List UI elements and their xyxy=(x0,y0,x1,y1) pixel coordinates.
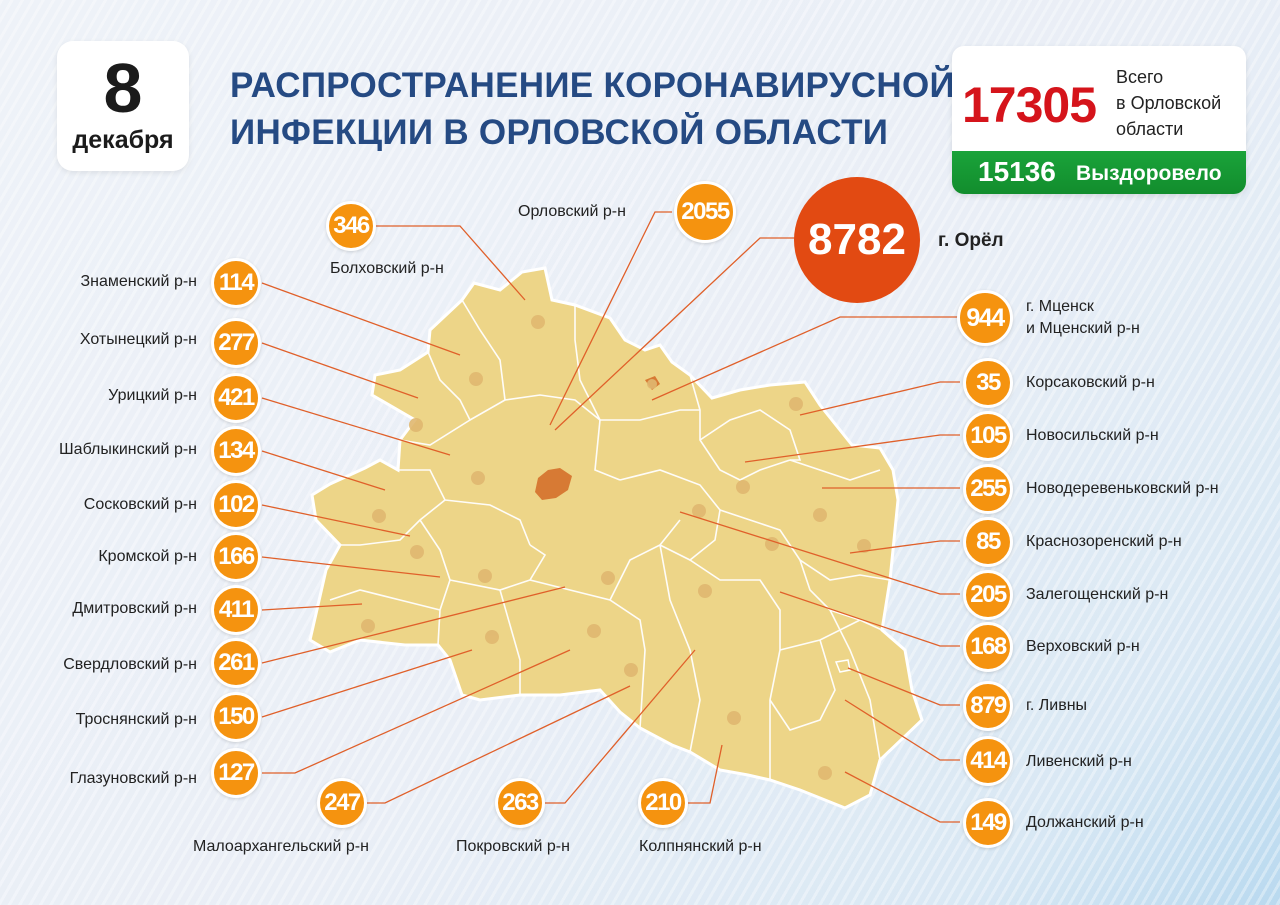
label-shablykino: Шаблыкинский р-н xyxy=(59,441,197,458)
badge-kromy: 166 xyxy=(211,532,261,582)
label-znamensky: Знаменский р-н xyxy=(80,273,197,290)
city-orel-label: г. Орёл xyxy=(938,230,1004,251)
label-dolzhansky: Должанский р-н xyxy=(1026,814,1144,831)
badge-dmitrovsk: 411 xyxy=(211,585,261,635)
badge-maloarkhangelsk: 247 xyxy=(317,778,367,828)
badge-kolpna: 210 xyxy=(638,778,688,828)
label-mtsensk-line-1: г. Мценск xyxy=(1026,298,1094,315)
city-orel-shape xyxy=(535,468,572,500)
label-pokrovskoe: Покровский р-н xyxy=(456,838,570,855)
title-line-1: РАСПРОСТРАНЕНИЕ КОРОНАВИРУСНОЙ xyxy=(230,66,955,105)
label-sverdlovsky: Свердловский р-н xyxy=(63,656,197,673)
label-kolpna: Колпнянский р-н xyxy=(639,838,762,855)
badge-mtsensk: 944 xyxy=(957,290,1013,346)
label-krasnaya-zarya: Краснозоренский р-н xyxy=(1026,533,1182,550)
district-markers xyxy=(361,315,871,780)
district-borders xyxy=(329,299,891,780)
leader-lines xyxy=(261,211,960,823)
label-khotynets: Хотынецкий р-н xyxy=(79,331,197,348)
summary-card: 17305 Всего в Орловской области 15136 Вы… xyxy=(952,46,1246,194)
badge-livensky: 414 xyxy=(963,736,1013,786)
label-uritsky: Урицкий р-н xyxy=(108,387,197,404)
label-bolkhov: Болховский р-н xyxy=(330,260,444,277)
badge-zalegoshch: 205 xyxy=(963,570,1013,620)
total-label-line-2: в Орловской xyxy=(1116,93,1222,113)
label-livny-city: г. Ливны xyxy=(1026,697,1088,714)
recovered-label: Выздоровело xyxy=(1076,162,1222,185)
label-orlovsky: Орловский р-н xyxy=(518,203,626,220)
label-glazunovka: Глазуновский р-н xyxy=(69,770,197,787)
badge-shablykino: 134 xyxy=(211,426,261,476)
badge-novosil: 105 xyxy=(963,411,1013,461)
recovered-count: 15136 xyxy=(978,156,1056,187)
label-soskovo: Сосковский р-н xyxy=(83,496,197,513)
badge-dolzhansky: 149 xyxy=(963,798,1013,848)
title-line-2: ИНФЕКЦИИ В ОРЛОВСКОЙ ОБЛАСТИ xyxy=(230,113,889,152)
label-maloarkhangelsk: Малоархангельский р-н xyxy=(193,838,369,855)
label-kromy: Кромской р-н xyxy=(98,548,197,565)
date-month: декабря xyxy=(72,126,174,154)
label-livensky: Ливенский р-н xyxy=(1026,753,1132,770)
badge-glazunovka: 127 xyxy=(211,748,261,798)
badge-novoderevenkovsky: 255 xyxy=(963,464,1013,514)
badge-trosna: 150 xyxy=(211,692,261,742)
label-novosil: Новосильский р-н xyxy=(1026,427,1159,444)
badge-orlovsky: 2055 xyxy=(674,181,736,243)
date-day: 8 xyxy=(103,49,143,127)
total-label-line-3: области xyxy=(1116,119,1184,139)
label-mtsensk-line-2: и Мценский р-н xyxy=(1026,320,1140,337)
label-novoderevenkovsky: Новодеревеньковский р-н xyxy=(1026,480,1219,497)
badge-uritsky: 421 xyxy=(211,373,261,423)
badge-krasnaya-zarya: 85 xyxy=(963,517,1013,567)
badge-verkhovye: 168 xyxy=(963,622,1013,672)
badge-bolkhov: 346 xyxy=(326,201,376,251)
page-title: РАСПРОСТРАНЕНИЕ КОРОНАВИРУСНОЙ ИНФЕКЦИИ … xyxy=(230,62,955,156)
label-mtsensk: г. Мценск и Мценский р-н xyxy=(1026,296,1140,340)
city-orel-badge: 8782 xyxy=(794,177,920,303)
total-label: Всего в Орловской области xyxy=(1116,64,1221,142)
total-cases: 17305 xyxy=(962,77,1097,133)
badge-znamensky: 114 xyxy=(211,258,261,308)
recovered-bar: 15136 Выздоровело xyxy=(952,151,1246,194)
city-livny-shape xyxy=(834,659,851,673)
label-dmitrovsk: Дмитровский р-н xyxy=(72,600,197,617)
badge-korsakovo: 35 xyxy=(963,358,1013,408)
badge-sverdlovsky: 261 xyxy=(211,638,261,688)
date-card: 8 декабря xyxy=(57,41,189,171)
total-label-line-1: Всего xyxy=(1116,67,1164,87)
badge-soskovo: 102 xyxy=(211,480,261,530)
label-verkhovye: Верховский р-н xyxy=(1026,638,1140,655)
badge-khotynets: 277 xyxy=(211,318,261,368)
badge-pokrovskoe: 263 xyxy=(495,778,545,828)
badge-livny-city: 879 xyxy=(963,681,1013,731)
label-trosna: Троснянский р-н xyxy=(75,711,197,728)
label-zalegoshch: Залегощенский р-н xyxy=(1026,586,1169,603)
label-korsakovo: Корсаковский р-н xyxy=(1026,374,1155,391)
